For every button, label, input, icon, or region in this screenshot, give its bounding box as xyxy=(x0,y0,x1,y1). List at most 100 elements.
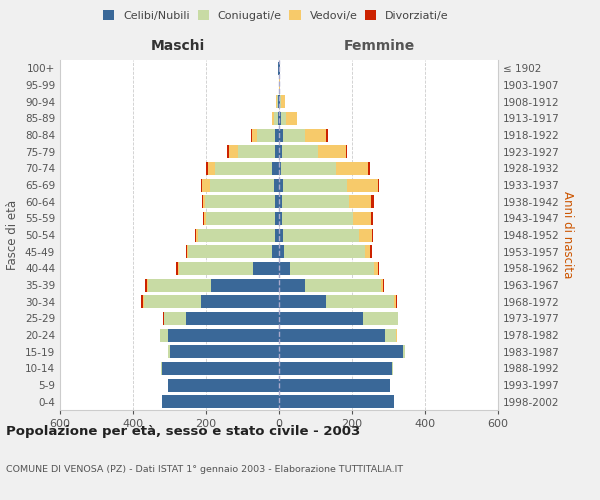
Bar xyxy=(283,128,305,141)
Bar xyxy=(370,245,372,258)
Bar xyxy=(275,128,279,141)
Bar xyxy=(148,278,211,291)
Bar xyxy=(279,95,280,108)
Bar xyxy=(274,178,279,192)
Bar xyxy=(377,262,379,275)
Bar xyxy=(208,162,215,175)
Bar xyxy=(381,278,383,291)
Bar xyxy=(279,345,403,358)
Bar xyxy=(279,328,385,342)
Bar xyxy=(160,328,167,342)
Bar xyxy=(326,295,394,308)
Bar xyxy=(198,228,275,241)
Bar xyxy=(279,178,283,192)
Text: Maschi: Maschi xyxy=(151,39,205,53)
Bar xyxy=(279,378,391,392)
Bar xyxy=(347,178,377,192)
Bar xyxy=(396,295,397,308)
Bar xyxy=(167,328,279,342)
Legend: Celibi/Nubili, Coniugati/e, Vedovi/e, Divorziati/e: Celibi/Nubili, Coniugati/e, Vedovi/e, Di… xyxy=(101,8,451,23)
Bar xyxy=(275,145,279,158)
Bar xyxy=(286,112,297,125)
Bar xyxy=(372,228,373,241)
Bar xyxy=(279,362,392,375)
Bar xyxy=(203,195,205,208)
Bar xyxy=(146,278,148,291)
Bar xyxy=(305,278,381,291)
Bar xyxy=(281,112,286,125)
Bar xyxy=(282,195,349,208)
Bar xyxy=(211,278,279,291)
Bar xyxy=(202,178,209,192)
Bar xyxy=(200,295,279,308)
Bar xyxy=(144,295,200,308)
Bar xyxy=(353,212,371,225)
Bar xyxy=(284,245,365,258)
Bar xyxy=(279,395,394,408)
Bar xyxy=(279,295,326,308)
Bar xyxy=(319,145,346,158)
Bar xyxy=(251,128,257,141)
Bar xyxy=(346,145,347,158)
Bar xyxy=(275,212,279,225)
Bar xyxy=(170,345,279,358)
Bar xyxy=(377,178,379,192)
Bar xyxy=(278,95,279,108)
Bar xyxy=(281,95,285,108)
Bar xyxy=(349,195,371,208)
Bar xyxy=(279,278,305,291)
Bar xyxy=(396,328,397,342)
Bar xyxy=(394,295,396,308)
Bar xyxy=(206,212,275,225)
Bar xyxy=(365,245,370,258)
Bar xyxy=(282,145,319,158)
Bar xyxy=(162,362,279,375)
Bar xyxy=(202,195,203,208)
Bar xyxy=(403,345,405,358)
Bar xyxy=(272,245,279,258)
Bar xyxy=(279,195,282,208)
Bar xyxy=(278,62,279,75)
Bar xyxy=(204,212,206,225)
Bar xyxy=(374,262,377,275)
Bar xyxy=(368,162,370,175)
Bar xyxy=(229,145,238,158)
Bar xyxy=(227,145,229,158)
Bar xyxy=(385,328,396,342)
Bar xyxy=(162,395,279,408)
Bar xyxy=(279,62,280,75)
Bar xyxy=(279,112,281,125)
Bar xyxy=(277,95,278,108)
Bar xyxy=(282,212,353,225)
Bar xyxy=(200,178,202,192)
Bar xyxy=(272,112,274,125)
Bar xyxy=(290,262,374,275)
Bar xyxy=(188,245,272,258)
Bar xyxy=(238,145,275,158)
Text: Popolazione per età, sesso e stato civile - 2003: Popolazione per età, sesso e stato civil… xyxy=(6,425,360,438)
Bar xyxy=(275,228,279,241)
Bar xyxy=(167,345,170,358)
Bar xyxy=(215,162,272,175)
Bar xyxy=(161,362,162,375)
Bar xyxy=(185,245,187,258)
Bar xyxy=(279,245,284,258)
Bar xyxy=(278,112,279,125)
Bar xyxy=(274,112,278,125)
Bar xyxy=(280,95,281,108)
Bar xyxy=(272,162,279,175)
Bar xyxy=(359,228,372,241)
Bar xyxy=(203,212,204,225)
Bar xyxy=(253,262,279,275)
Bar xyxy=(281,162,335,175)
Bar xyxy=(143,295,144,308)
Bar xyxy=(141,295,143,308)
Text: COMUNE DI VENOSA (PZ) - Dati ISTAT 1° gennaio 2003 - Elaborazione TUTTITALIA.IT: COMUNE DI VENOSA (PZ) - Dati ISTAT 1° ge… xyxy=(6,465,403,474)
Bar xyxy=(279,128,283,141)
Bar xyxy=(371,195,374,208)
Bar xyxy=(305,128,326,141)
Text: Femmine: Femmine xyxy=(344,39,415,53)
Bar xyxy=(279,212,282,225)
Bar xyxy=(257,128,275,141)
Bar xyxy=(206,162,208,175)
